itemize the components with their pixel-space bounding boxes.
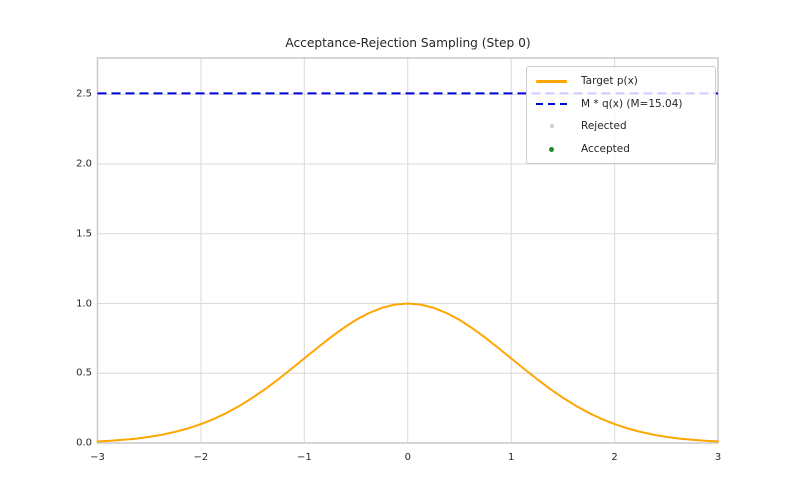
legend-label-envelope: M * q(x) (M=15.04)	[581, 97, 683, 110]
legend-item-envelope: M * q(x) (M=15.04)	[527, 93, 715, 116]
legend-item-target: Target p(x)	[527, 70, 715, 93]
y-tick-label: 2.0	[76, 158, 92, 170]
legend-label-accepted: Accepted	[581, 143, 630, 156]
x-tick-label: −1	[296, 452, 312, 463]
y-tick-label: 0.0	[76, 437, 92, 449]
y-tick-label: 2.5	[76, 88, 92, 100]
legend-line-sample-target	[536, 80, 567, 83]
y-tick-label: 1.0	[76, 298, 92, 309]
y-tick-label: 1.5	[76, 228, 92, 240]
target-density-curve	[96, 302, 719, 443]
legend-label-rejected: Rejected	[581, 120, 627, 133]
legend-dash-sample-envelope	[536, 102, 567, 106]
envelope-dashed-line-swatch	[536, 102, 567, 106]
legend-label-target: Target p(x)	[581, 75, 638, 88]
legend-item-rejected: Rejected	[527, 115, 715, 138]
rejected-dot-swatch	[549, 124, 554, 129]
target-line-swatch	[536, 80, 567, 83]
plot-border	[96, 57, 719, 444]
x-tick-label: 0	[404, 452, 411, 463]
chart-title: Acceptance-Rejection Sampling (Step 0)	[285, 36, 531, 50]
accepted-dot-swatch	[549, 146, 554, 152]
x-tick-label: 2	[611, 452, 618, 463]
x-tick-label: 1	[507, 452, 515, 463]
legend: Target p(x) M * q(x) (M=15.04) Rejected …	[526, 66, 716, 165]
y-tick-label: 0.5	[76, 367, 92, 379]
x-tick-label: −2	[193, 452, 209, 463]
x-tick-label: 3	[714, 452, 722, 463]
legend-dot-sample-accepted	[536, 146, 567, 152]
legend-item-accepted: Accepted	[527, 138, 715, 161]
legend-dot-sample-rejected	[536, 124, 567, 129]
x-tick-label: −3	[90, 452, 105, 463]
